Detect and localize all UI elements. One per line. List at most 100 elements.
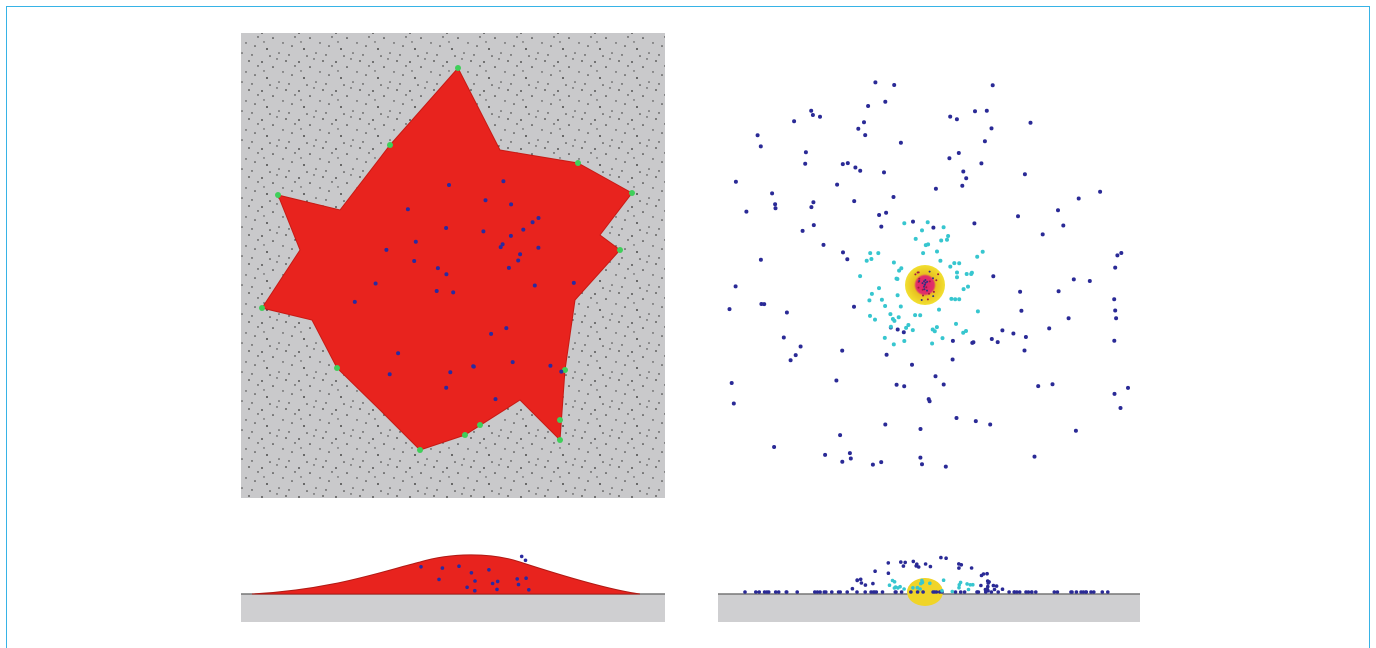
ring-particle <box>896 315 901 320</box>
particle <box>733 284 738 289</box>
ring-particle <box>864 258 869 263</box>
node <box>352 299 357 304</box>
particle <box>971 340 976 345</box>
floor-particle <box>863 590 867 594</box>
ring-particle <box>895 293 900 298</box>
frame <box>6 6 1370 648</box>
floor-particle <box>754 590 758 594</box>
particle <box>803 161 808 166</box>
particle <box>990 83 995 88</box>
side-ring-particle <box>919 581 923 586</box>
node <box>413 239 418 244</box>
floor-particle <box>1106 590 1110 594</box>
particle <box>1066 316 1071 321</box>
arc-particle <box>903 560 907 565</box>
arc-particle <box>981 572 986 576</box>
core-particle <box>932 295 935 298</box>
particle <box>1056 208 1060 213</box>
node <box>536 245 541 250</box>
particle <box>989 337 994 341</box>
network-mound <box>251 554 641 595</box>
node <box>387 372 392 377</box>
particle <box>1000 328 1005 333</box>
arc-particle <box>944 556 948 560</box>
particle <box>991 274 996 279</box>
node <box>444 272 449 277</box>
particle <box>1118 406 1123 410</box>
ring-particle <box>867 298 872 303</box>
core-particle <box>926 289 928 292</box>
node <box>412 259 417 263</box>
ring-particle <box>879 297 884 302</box>
ring-particle <box>913 236 918 241</box>
ring-particle <box>869 291 874 296</box>
arc-particle <box>863 583 868 587</box>
side-ring-particle <box>928 581 932 586</box>
particle <box>848 456 853 461</box>
particle <box>852 199 857 204</box>
particle <box>770 191 775 196</box>
particle <box>1119 251 1124 255</box>
particle <box>731 401 736 406</box>
node <box>504 326 509 331</box>
ring-particle <box>910 328 915 333</box>
particle <box>973 109 977 114</box>
node <box>384 247 389 252</box>
arc-particle <box>985 571 989 576</box>
arc-particle <box>916 565 921 569</box>
particle <box>927 399 932 404</box>
node <box>506 265 511 270</box>
node <box>559 369 564 374</box>
node <box>500 242 505 247</box>
arc-particle <box>858 577 863 582</box>
ring-particle <box>876 251 881 256</box>
core-particle <box>928 270 931 273</box>
floor-particle <box>824 590 828 594</box>
node <box>532 283 537 288</box>
floor-particle <box>894 590 898 594</box>
side-ring-particle <box>971 582 975 587</box>
ring-particle <box>891 260 896 265</box>
arc-particle <box>911 559 916 564</box>
ring-particle <box>899 266 904 271</box>
arc-particle <box>969 566 974 570</box>
ring-particle <box>902 339 907 343</box>
particles <box>259 65 1130 594</box>
floor-particle <box>915 590 920 594</box>
particle <box>910 362 914 367</box>
ring-particle <box>868 313 872 318</box>
floor-particle <box>855 590 859 594</box>
particle <box>941 382 946 387</box>
floor-particle <box>975 590 980 594</box>
ring-particle <box>921 251 926 256</box>
side-node <box>495 579 500 584</box>
floor-particle <box>818 590 822 594</box>
particle <box>1073 428 1078 433</box>
core-particle <box>928 280 931 283</box>
particle <box>988 422 993 427</box>
side-node <box>473 579 477 583</box>
ring-particle <box>954 321 958 326</box>
node <box>447 183 451 187</box>
node <box>536 216 541 220</box>
floor-particle <box>1030 590 1034 594</box>
particle <box>961 169 966 174</box>
vertex <box>455 65 461 71</box>
floor-particle <box>1084 590 1088 594</box>
particle <box>772 445 777 449</box>
particle <box>773 206 778 211</box>
node <box>481 229 486 234</box>
particle <box>729 381 734 385</box>
particle <box>943 464 948 469</box>
side-ring-particle <box>940 589 944 593</box>
particle <box>1032 454 1037 459</box>
arc-particle <box>873 569 877 573</box>
particle <box>853 165 858 170</box>
particle <box>823 452 828 457</box>
side-ring-particle <box>966 587 971 592</box>
particle <box>973 419 978 424</box>
particle <box>947 156 952 161</box>
arc-particle <box>871 581 875 586</box>
ring-particle <box>980 249 985 254</box>
particle <box>883 422 888 427</box>
